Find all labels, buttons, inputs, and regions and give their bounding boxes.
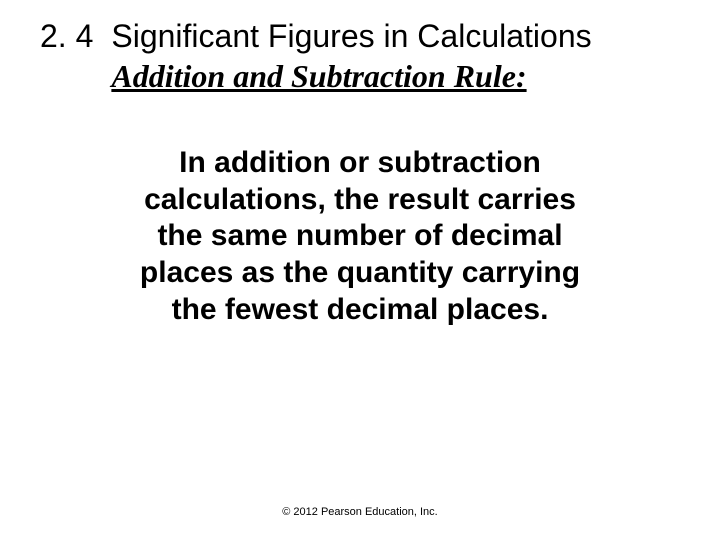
body-text: In addition or subtraction calculations,… [100, 145, 620, 328]
page-title: Significant Figures in Calculations [111, 18, 591, 55]
page-subtitle: Addition and Subtraction Rule: [111, 57, 591, 95]
section-number: 2. 4 [40, 18, 93, 55]
heading-text-column: Significant Figures in Calculations Addi… [111, 18, 591, 95]
copyright-text: © 2012 Pearson Education, Inc. [0, 506, 720, 518]
heading-row: 2. 4 Significant Figures in Calculations… [0, 0, 720, 95]
